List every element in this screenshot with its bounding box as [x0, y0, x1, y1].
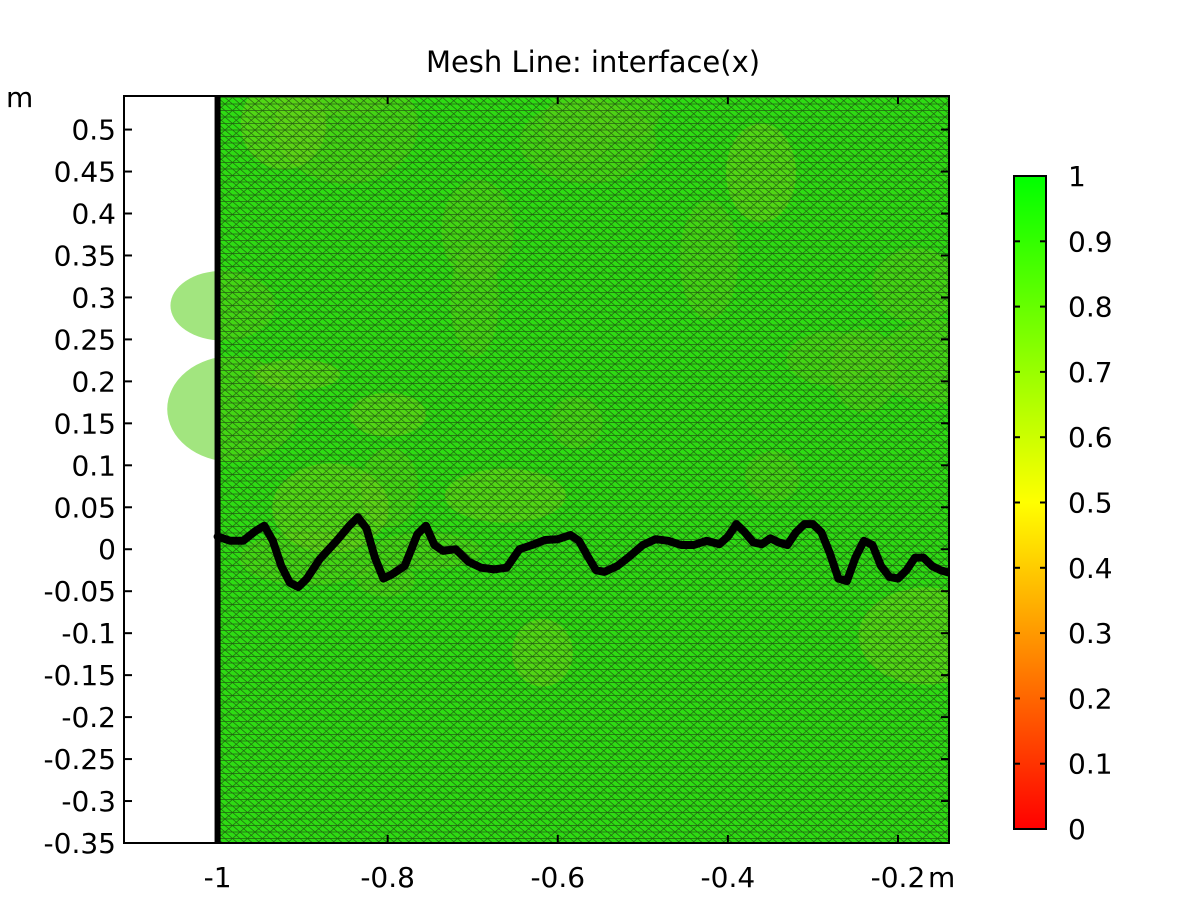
y-axis: 0.5 0.45 0.4 0.35 0.3 0.25 0.2 0.15 0.1 0.05 0 -0.0… — [44, 114, 949, 860]
y-tick-label: -0.1 — [61, 617, 116, 650]
plot-area — [123, 95, 950, 844]
y-tick-label: 0.2 — [71, 365, 116, 398]
y-tick-label: -0.2 — [61, 701, 116, 734]
colorbar-tick-label: 0.9 — [1068, 225, 1113, 258]
x-tick-label: -0.4 — [701, 861, 756, 894]
y-tick-label: 0.5 — [71, 114, 116, 147]
y-tick-label: 0.4 — [71, 198, 116, 231]
colorbar-tick-label: 0.8 — [1068, 291, 1113, 324]
x-tick-label: -1 — [204, 861, 232, 894]
x-tick-label: -0.8 — [360, 861, 415, 894]
colorbar-tick-label: 0.4 — [1068, 552, 1113, 585]
y-tick-label: 0.35 — [54, 239, 116, 272]
y-tick-label: -0.3 — [61, 785, 116, 818]
y-tick-label: 0.15 — [54, 407, 116, 440]
colorbar-tick-label: 0.1 — [1068, 748, 1113, 781]
y-tick-label: -0.35 — [44, 827, 116, 860]
mesh-triangles — [217, 96, 949, 843]
colorbar-tick-label: 0.2 — [1068, 682, 1113, 715]
y-tick-label: 0.45 — [54, 156, 116, 189]
colorbar-tick-label: 0.6 — [1068, 421, 1113, 454]
y-unit-label: m — [6, 81, 33, 114]
y-tick-label: 0.1 — [71, 449, 116, 482]
x-tick-label: -0.6 — [530, 861, 585, 894]
colorbar-tick-label: 0.3 — [1068, 617, 1113, 650]
y-tick-label: 0.3 — [71, 281, 116, 314]
y-tick-label: -0.15 — [44, 659, 116, 692]
y-tick-label: -0.05 — [44, 575, 116, 608]
domain-left-boundary — [214, 96, 221, 843]
x-unit-label: m — [928, 861, 955, 894]
colorbar-tick-label: 1 — [1068, 160, 1086, 193]
colorbar-tick-label: 0.7 — [1068, 356, 1113, 389]
colorbar-tick-label: 0 — [1068, 813, 1086, 846]
colorbar-ticks: 1 0.9 0.8 0.7 0.6 0.5 0.4 0.3 0.2 0.1 0 — [1014, 160, 1113, 846]
x-tick-label: -0.2 — [871, 861, 926, 894]
x-axis: -1 -0.8 -0.6 -0.4 -0.2 — [204, 96, 926, 894]
y-tick-label: 0 — [98, 533, 116, 566]
colorbar-tick-label: 0.5 — [1068, 487, 1113, 520]
y-tick-label: 0.25 — [54, 323, 116, 356]
colorbar: 1 0.9 0.8 0.7 0.6 0.5 0.4 0.3 0.2 0.1 0 — [1013, 160, 1113, 846]
interface-line — [213, 513, 949, 591]
chart-title: Mesh Line: interface(x) — [426, 45, 760, 79]
plot-border — [123, 95, 950, 844]
y-tick-label: 0.05 — [54, 491, 116, 524]
y-tick-label: -0.25 — [44, 743, 116, 776]
